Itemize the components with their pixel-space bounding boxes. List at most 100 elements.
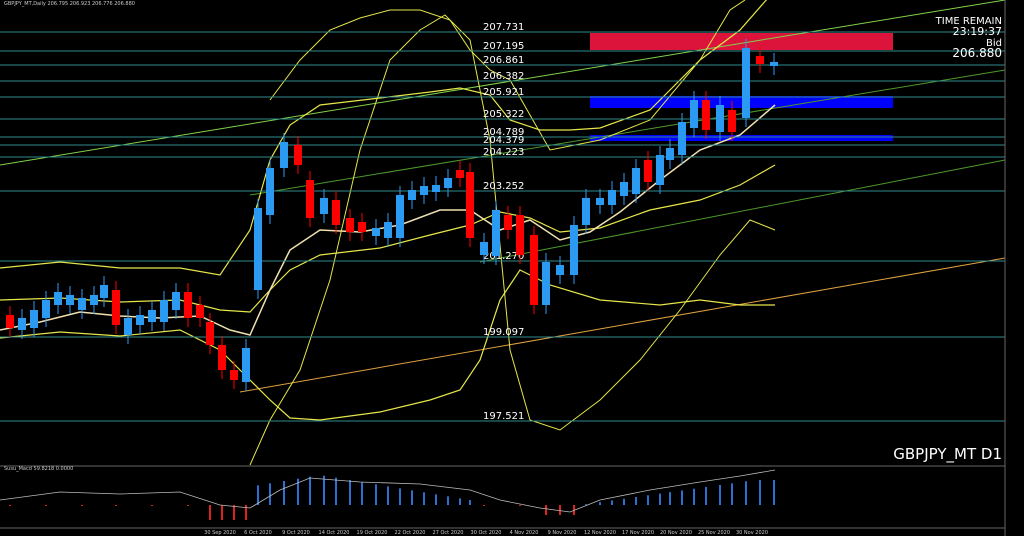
- bollinger-band: [0, 0, 768, 276]
- candle-body: [608, 190, 616, 205]
- demand-zone: [590, 96, 893, 108]
- macd-bar: [151, 505, 153, 506]
- time-remain-label: TIME REMAIN: [935, 16, 1002, 27]
- candle-body: [280, 142, 288, 168]
- candle-body: [294, 145, 302, 165]
- candle-body: [570, 225, 578, 275]
- bid-value: 206.880: [952, 46, 1002, 60]
- candle-body: [54, 292, 62, 305]
- macd-bar: [635, 497, 637, 505]
- level-label: 206.861: [483, 55, 524, 66]
- bid-label: Bid: [986, 38, 1002, 49]
- candle-body: [384, 222, 392, 238]
- candle-body: [90, 295, 98, 305]
- macd-bar: [9, 505, 11, 506]
- candle-body: [160, 300, 168, 322]
- candle-body: [644, 160, 652, 182]
- candle-body: [728, 110, 736, 132]
- macd-bar: [257, 485, 259, 505]
- candle-body: [112, 290, 120, 325]
- candle-body: [184, 292, 192, 318]
- macd-bar: [233, 505, 235, 520]
- trend-line: [249, 69, 1006, 196]
- macd-bar: [447, 496, 449, 505]
- macd-bar: [323, 475, 325, 505]
- macd-bar: [745, 481, 747, 505]
- candle-body: [596, 198, 604, 205]
- date-label: 30 Oct 2020: [471, 530, 502, 536]
- candle-body: [396, 195, 404, 238]
- macd-bar: [647, 495, 649, 505]
- candle-body: [480, 242, 488, 255]
- macd-bar: [599, 502, 601, 505]
- date-label: 25 Nov 2020: [698, 530, 730, 536]
- candle-body: [18, 318, 26, 330]
- date-label: 6 Oct 2020: [244, 530, 272, 536]
- candle-body: [466, 172, 474, 238]
- date-label: 17 Nov 2020: [622, 530, 654, 536]
- macd-bar: [335, 477, 337, 505]
- macd-bar: [187, 505, 189, 506]
- candle-body: [242, 348, 250, 382]
- candle-body: [148, 310, 156, 322]
- level-label: 204.379: [483, 135, 524, 146]
- date-label: 19 Oct 2020: [357, 530, 388, 536]
- candle-body: [320, 198, 328, 214]
- macd-bar: [759, 480, 761, 505]
- date-label: 4 Nov 2020: [510, 530, 539, 536]
- level-label: 207.731: [483, 22, 524, 33]
- candle-body: [456, 170, 464, 178]
- level-label: 204.789: [483, 127, 524, 138]
- macd-bar: [681, 490, 683, 505]
- macd-bar: [659, 493, 661, 505]
- candle-body: [542, 262, 550, 305]
- macd-bar: [585, 504, 587, 505]
- candle-body: [620, 182, 628, 196]
- candle-body: [492, 210, 500, 256]
- level-label: 205.322: [483, 109, 524, 120]
- date-label: 30 Sep 2020: [204, 530, 236, 536]
- window-header: GBPJPY_MT,Daily 206.795 206.923 206.776 …: [4, 1, 135, 7]
- candle-body: [516, 215, 524, 255]
- candle-body: [444, 178, 452, 188]
- candle-body: [656, 155, 664, 185]
- macd-bar: [349, 480, 351, 505]
- level-label: 207.195: [483, 41, 524, 52]
- indicator-label: Susu_Macd 59.8218 0.0000: [4, 466, 73, 472]
- symbol-label: GBPJPY_MT D1: [893, 445, 1002, 464]
- candles: [6, 39, 778, 391]
- supply-zone: [590, 33, 893, 50]
- macd-bar: [705, 487, 707, 505]
- candle-body: [420, 186, 428, 195]
- candle-body: [172, 292, 180, 310]
- macd-bar: [375, 484, 377, 505]
- candle-body: [702, 100, 710, 130]
- date-label: 22 Oct 2020: [395, 530, 426, 536]
- level-label: 206.382: [483, 71, 524, 82]
- macd-bar: [731, 483, 733, 505]
- macd-bar: [361, 482, 363, 505]
- candle-body: [78, 298, 86, 310]
- candle-body: [582, 198, 590, 225]
- level-label: 204.223: [483, 147, 524, 158]
- macd-bar: [269, 483, 271, 505]
- candle-body: [218, 345, 226, 370]
- candle-body: [432, 185, 440, 192]
- candle-body: [254, 208, 262, 290]
- time-remain-value: 23:19:37: [953, 25, 1002, 38]
- macd-bar: [221, 505, 223, 520]
- macd-bar: [611, 500, 613, 505]
- date-label: 9 Nov 2020: [548, 530, 577, 536]
- macd-bar: [559, 505, 561, 515]
- candle-body: [332, 200, 340, 225]
- candle-body: [66, 295, 74, 305]
- trend-line: [479, 159, 1006, 263]
- macd-bar: [245, 505, 247, 520]
- envelope-band: [249, 14, 776, 466]
- macd-bar: [81, 505, 83, 506]
- macd-bar: [483, 505, 485, 506]
- candle-body: [230, 370, 238, 380]
- date-label: 9 Oct 2020: [282, 530, 310, 536]
- date-label: 30 Nov 2020: [736, 530, 768, 536]
